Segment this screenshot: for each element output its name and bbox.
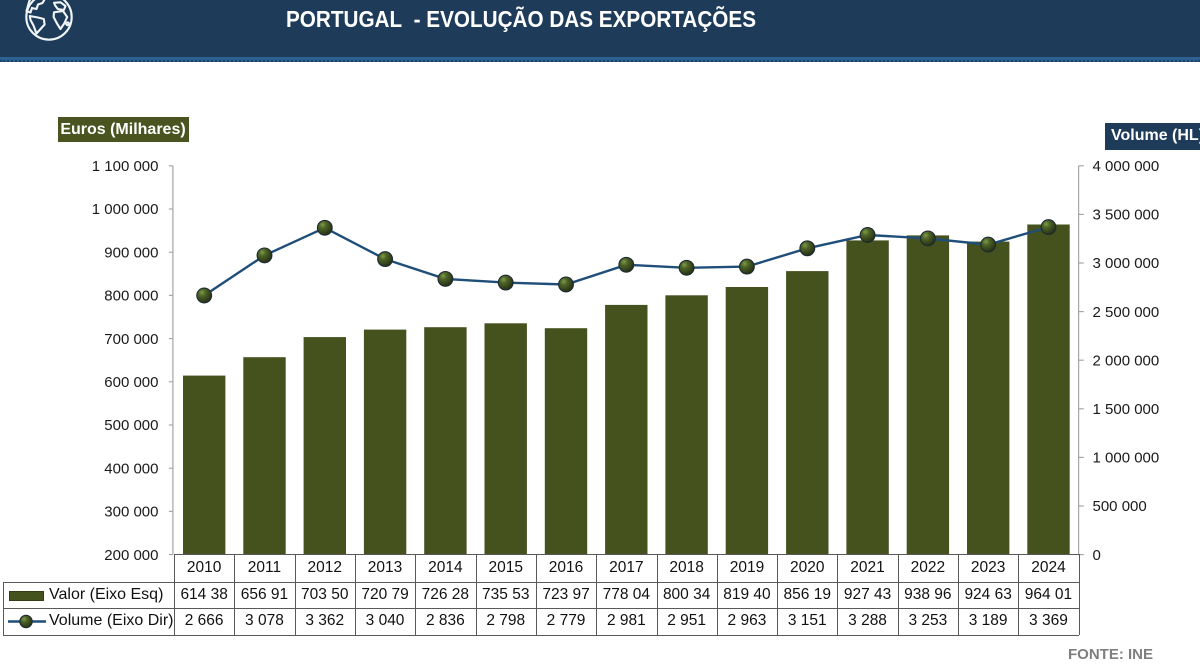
svg-text:1 000 000: 1 000 000 xyxy=(1093,450,1160,467)
svg-text:500 000: 500 000 xyxy=(104,417,158,434)
svg-text:800 000: 800 000 xyxy=(104,288,158,305)
svg-text:500 000: 500 000 xyxy=(1093,498,1147,515)
svg-text:2 000 000: 2 000 000 xyxy=(1093,352,1160,369)
svg-text:300 000: 300 000 xyxy=(104,504,158,521)
svg-text:700 000: 700 000 xyxy=(104,331,158,348)
svg-text:4 000 000: 4 000 000 xyxy=(1093,158,1160,175)
svg-text:900 000: 900 000 xyxy=(104,244,158,261)
svg-text:1 000 000: 1 000 000 xyxy=(92,201,159,218)
svg-text:2 500 000: 2 500 000 xyxy=(1093,304,1160,321)
svg-text:3 500 000: 3 500 000 xyxy=(1093,207,1160,224)
svg-text:400 000: 400 000 xyxy=(104,460,158,477)
svg-text:0: 0 xyxy=(1093,547,1101,564)
svg-text:1 500 000: 1 500 000 xyxy=(1093,401,1160,418)
svg-text:3 000 000: 3 000 000 xyxy=(1093,255,1160,272)
svg-text:200 000: 200 000 xyxy=(104,547,158,564)
svg-text:1 100 000: 1 100 000 xyxy=(92,158,159,175)
svg-text:600 000: 600 000 xyxy=(104,374,158,391)
